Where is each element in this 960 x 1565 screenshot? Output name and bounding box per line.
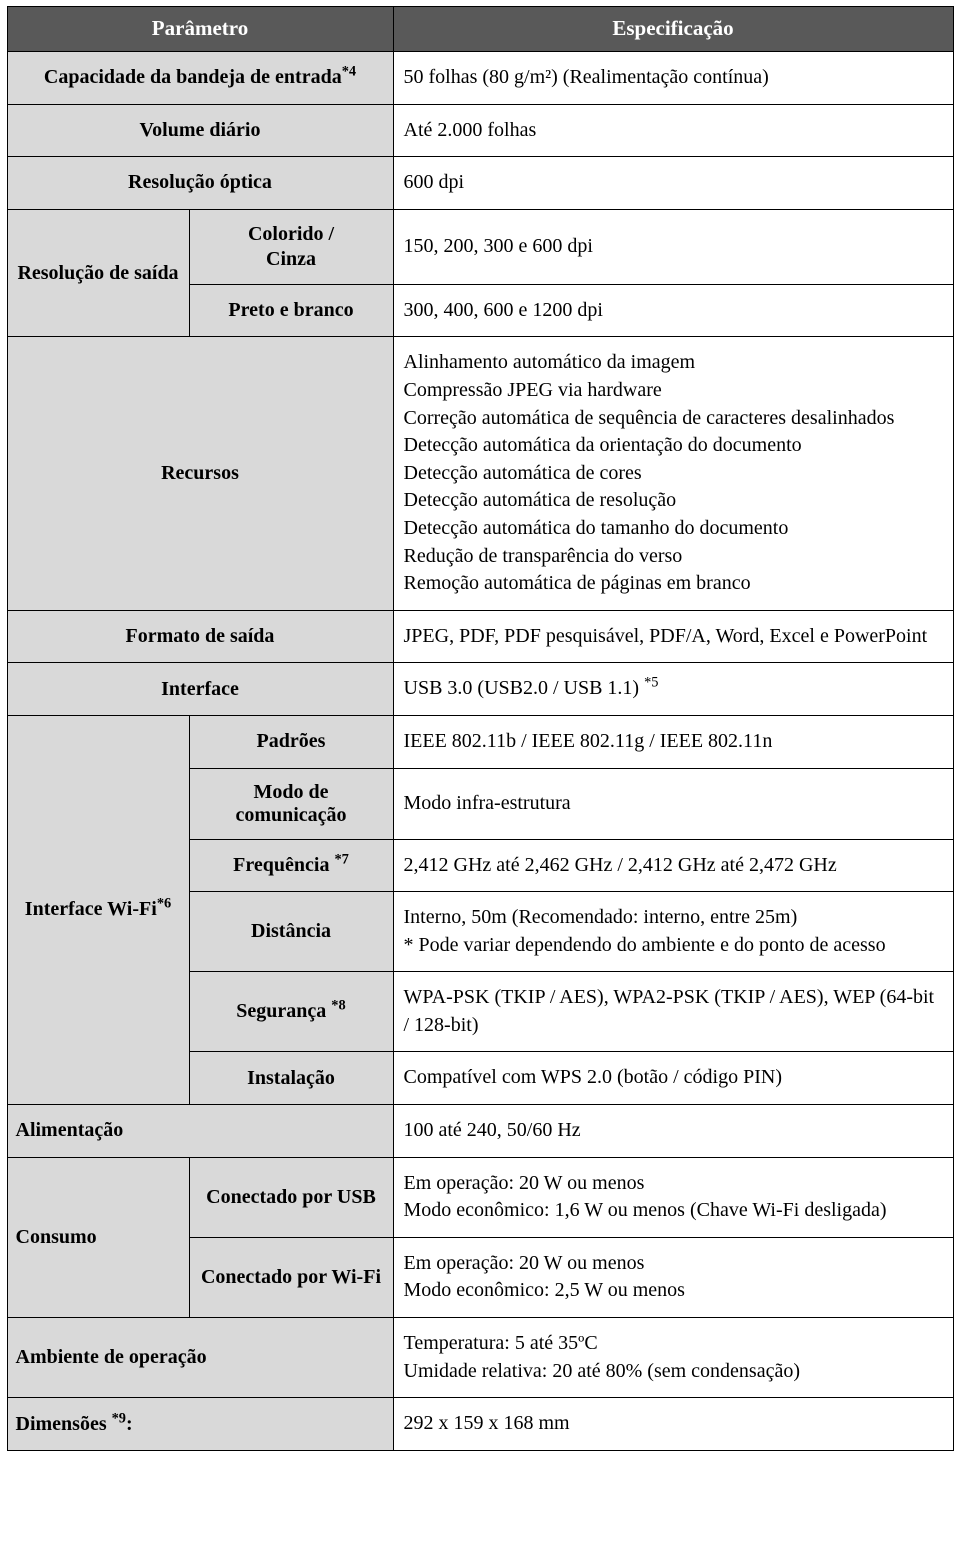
spec-tray-capacity: 50 folhas (80 g/m²) (Realimentação contí… (393, 52, 953, 105)
spec-features: Alinhamento automático da imagemCompress… (393, 337, 953, 610)
spec-color-gray: 150, 200, 300 e 600 dpi (393, 209, 953, 284)
param-consumption-wifi: Conectado por Wi-Fi (189, 1237, 393, 1317)
table-row: Consumo Conectado por USB Em operação: 2… (7, 1157, 953, 1237)
spec-wifi-mode: Modo infra-estrutura (393, 768, 953, 839)
param-bw: Preto e branco (189, 284, 393, 337)
spec-wifi-frequency: 2,412 GHz até 2,462 GHz / 2,412 GHz até … (393, 839, 953, 892)
param-consumption-usb: Conectado por USB (189, 1157, 393, 1237)
spec-power: 100 até 240, 50/60 Hz (393, 1105, 953, 1158)
table-row: Formato de saída JPEG, PDF, PDF pesquisá… (7, 610, 953, 663)
spec-wifi-security: WPA-PSK (TKIP / AES), WPA2-PSK (TKIP / A… (393, 972, 953, 1052)
spec-consumption-usb: Em operação: 20 W ou menosModo econômico… (393, 1157, 953, 1237)
param-output-resolution-group: Resolução de saída (7, 209, 189, 337)
table-row: Resolução óptica 600 dpi (7, 157, 953, 210)
param-wifi-standards: Padrões (189, 715, 393, 768)
param-tray-capacity: Capacidade da bandeja de entrada*4 (7, 52, 393, 105)
table-row: Volume diário Até 2.000 folhas (7, 104, 953, 157)
spec-optical-resolution: 600 dpi (393, 157, 953, 210)
table-row: Recursos Alinhamento automático da image… (7, 337, 953, 610)
table-header-row: Parâmetro Especificação (7, 7, 953, 52)
table-row: Resolução de saída Colorido /Cinza 150, … (7, 209, 953, 284)
spec-output-format: JPEG, PDF, PDF pesquisável, PDF/A, Word,… (393, 610, 953, 663)
table-row: Alimentação 100 até 240, 50/60 Hz (7, 1105, 953, 1158)
spec-table: Parâmetro Especificação Capacidade da ba… (7, 6, 954, 1451)
param-dimensions: Dimensões *9: (7, 1398, 393, 1451)
param-daily-volume: Volume diário (7, 104, 393, 157)
param-consumption-group: Consumo (7, 1157, 189, 1317)
param-wifi-security: Segurança *8 (189, 972, 393, 1052)
param-power: Alimentação (7, 1105, 393, 1158)
param-wifi-distance: Distância (189, 892, 393, 972)
param-output-format: Formato de saída (7, 610, 393, 663)
param-environment: Ambiente de operação (7, 1318, 393, 1398)
header-spec: Especificação (393, 7, 953, 52)
spec-consumption-wifi: Em operação: 20 W ou menosModo econômico… (393, 1237, 953, 1317)
header-param: Parâmetro (7, 7, 393, 52)
param-features: Recursos (7, 337, 393, 610)
spec-bw: 300, 400, 600 e 1200 dpi (393, 284, 953, 337)
spec-wifi-standards: IEEE 802.11b / IEEE 802.11g / IEEE 802.1… (393, 715, 953, 768)
spec-interface: USB 3.0 (USB2.0 / USB 1.1) *5 (393, 663, 953, 716)
table-row: Capacidade da bandeja de entrada*4 50 fo… (7, 52, 953, 105)
param-wifi-group: Interface Wi-Fi*6 (7, 715, 189, 1104)
spec-wifi-install: Compatível com WPS 2.0 (botão / código P… (393, 1052, 953, 1105)
param-wifi-mode: Modo de comunicação (189, 768, 393, 839)
table-row: Dimensões *9: 292 x 159 x 168 mm (7, 1398, 953, 1451)
param-interface: Interface (7, 663, 393, 716)
spec-daily-volume: Até 2.000 folhas (393, 104, 953, 157)
param-wifi-frequency: Frequência *7 (189, 839, 393, 892)
param-color-gray: Colorido /Cinza (189, 209, 393, 284)
spec-dimensions: 292 x 159 x 168 mm (393, 1398, 953, 1451)
param-optical-resolution: Resolução óptica (7, 157, 393, 210)
param-wifi-install: Instalação (189, 1052, 393, 1105)
spec-environment: Temperatura: 5 até 35ºCUmidade relativa:… (393, 1318, 953, 1398)
table-row: Interface Wi-Fi*6 Padrões IEEE 802.11b /… (7, 715, 953, 768)
table-row: Interface USB 3.0 (USB2.0 / USB 1.1) *5 (7, 663, 953, 716)
spec-wifi-distance: Interno, 50m (Recomendado: interno, entr… (393, 892, 953, 972)
table-row: Ambiente de operação Temperatura: 5 até … (7, 1318, 953, 1398)
